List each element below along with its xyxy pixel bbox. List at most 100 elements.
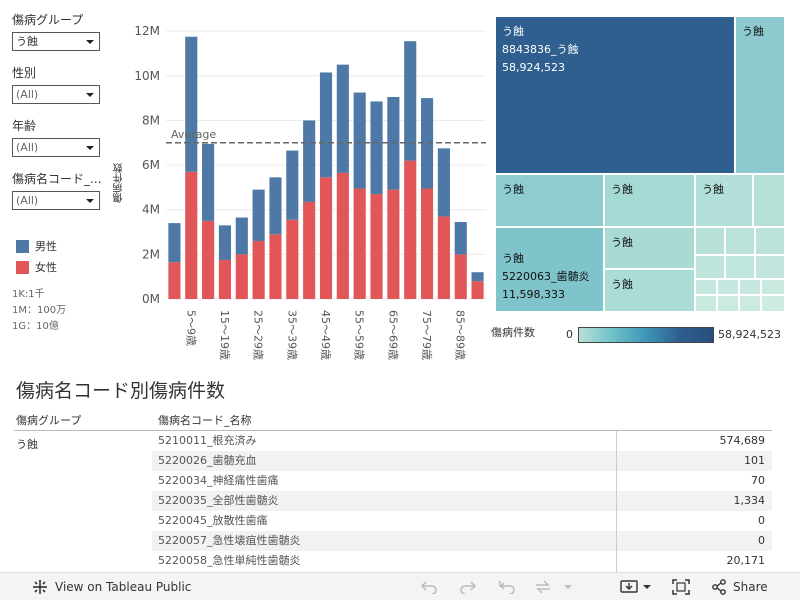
treemap-cell-label: う蝕 [502,252,524,265]
bar-female[interactable] [286,219,299,299]
bar-male[interactable] [269,177,282,235]
bar-male[interactable] [454,221,467,255]
bar-male[interactable] [218,225,232,260]
treemap-cell-label: 8843836_う蝕 [502,43,579,56]
table-row[interactable]: 5220058_急性単純性歯髄炎 20,171 [152,551,772,571]
row-disease-name: 5220057_急性壊疽性歯髄炎 [158,534,301,547]
legend-swatch-male [16,239,29,253]
redo-icon[interactable] [458,578,478,596]
bar-female[interactable] [235,254,248,299]
treemap-cell-small[interactable] [695,295,717,312]
legend-label-female: 女性 [35,261,57,274]
bar-male[interactable] [252,189,265,241]
bar-male[interactable] [168,223,181,263]
treemap-cell[interactable]: う蝕 [604,227,695,269]
treemap-cell-small[interactable] [725,255,755,279]
treemap-cell-small[interactable] [717,279,739,295]
bar-male[interactable] [286,150,299,220]
pause-updates-icon[interactable] [534,578,574,596]
treemap-cell-small[interactable] [717,295,739,312]
legend-item-male[interactable]: 男性 [16,238,57,254]
bar-male[interactable] [185,36,198,172]
treemap-cell-small[interactable] [695,227,725,255]
share-button[interactable]: Share [711,579,768,595]
treemap-cell-small[interactable] [761,279,785,295]
treemap-cell-small[interactable] [695,255,725,279]
bar-male[interactable] [437,148,450,217]
treemap-cell[interactable]: う蝕 [735,16,785,174]
legend-item-female[interactable]: 女性 [16,259,57,275]
row-disease-name: 5220026_歯髄充血 [158,454,257,467]
bar-female[interactable] [404,160,417,299]
fullscreen-icon[interactable] [671,578,691,596]
bar-female[interactable] [420,188,434,299]
bar-male[interactable] [202,143,215,221]
download-icon[interactable] [619,578,653,596]
treemap-cell[interactable]: う蝕 [495,174,604,227]
disease-code-value: (All) [16,194,39,207]
bar-male[interactable] [353,92,366,189]
bar-male[interactable] [370,101,383,195]
bar-female[interactable] [387,189,400,299]
tableau-toolbar: View on Tableau Public [0,572,800,600]
bar-female[interactable] [303,201,316,299]
y-tick-label: 8M [142,113,160,127]
bar-male[interactable] [319,72,333,178]
bar-female[interactable] [252,240,265,299]
disease-group-dropdown[interactable]: う蝕 [12,32,100,51]
treemap-cell-small[interactable] [755,255,785,279]
treemap-cell-small[interactable] [755,227,785,255]
color-legend-min: 0 [566,328,573,341]
treemap-cell[interactable]: う蝕 [695,174,753,227]
treemap-cell[interactable]: う蝕 8843836_う蝕 58,924,523 [495,16,735,174]
bar-female[interactable] [319,177,333,299]
bar-female[interactable] [336,172,349,299]
undo-icon[interactable] [419,578,439,596]
treemap-cell-small[interactable] [725,227,755,255]
table-row[interactable]: 5220057_急性壊疽性歯髄炎 0 [152,531,772,551]
bar-male[interactable] [336,64,349,173]
x-tick-label: 15～19歳 [218,310,231,360]
age-dropdown[interactable]: (All) [12,138,100,157]
treemap-cell-small[interactable] [739,279,761,295]
header-disease-code-name: 傷病名コード_名称 [158,414,252,427]
row-count: 574,689 [719,434,766,447]
average-line-label: Average [171,128,216,141]
revert-icon[interactable] [497,578,517,596]
bar-male[interactable] [235,217,248,255]
color-legend: 傷病件数 0 58,924,523 [491,322,791,343]
table-row[interactable]: 5220035_全部性歯髄炎 1,334 [152,491,772,511]
gender-dropdown[interactable]: (All) [12,85,100,104]
bar-female[interactable] [218,259,232,299]
y-tick-label: 2M [142,247,160,261]
treemap-cell[interactable]: う蝕 [604,174,695,227]
view-on-tableau-public-link[interactable]: View on Tableau Public [32,579,191,595]
bar-female[interactable] [168,262,181,299]
row-disease-name: 5210011_根充済み [158,434,257,447]
table-row[interactable]: 5220026_歯髄充血 101 [152,451,772,471]
treemap-cell-small[interactable] [695,279,717,295]
bar-male[interactable] [471,272,484,282]
table-row[interactable]: 5220034_神経痛性歯痛 70 [152,471,772,491]
bar-male[interactable] [404,41,417,161]
treemap-cell[interactable]: う蝕 [604,269,695,312]
treemap-cell-small[interactable] [761,295,785,312]
table-row[interactable]: 5210011_根充済み 574,689 [152,431,772,451]
bar-female[interactable] [202,220,215,299]
table-row[interactable]: 5220045_放散性歯痛 0 [152,511,772,531]
treemap-cell[interactable]: う蝕 5220063_歯髄炎 11,598,333 [495,227,604,312]
bar-male[interactable] [303,120,316,202]
disease-code-dropdown[interactable]: (All) [12,191,100,210]
treemap-cell-small[interactable] [753,174,785,227]
bar-female[interactable] [454,254,467,299]
bar-female[interactable] [471,281,484,299]
bar-female[interactable] [353,188,366,299]
view-on-tableau-public-label: View on Tableau Public [55,580,192,594]
bar-female[interactable] [185,171,198,299]
bar-female[interactable] [269,234,282,299]
units-note-m: 1M：100万 [12,305,67,316]
y-tick-label: 0M [142,292,160,306]
treemap-cell-small[interactable] [739,295,761,312]
bar-female[interactable] [437,216,450,299]
bar-female[interactable] [370,194,383,299]
